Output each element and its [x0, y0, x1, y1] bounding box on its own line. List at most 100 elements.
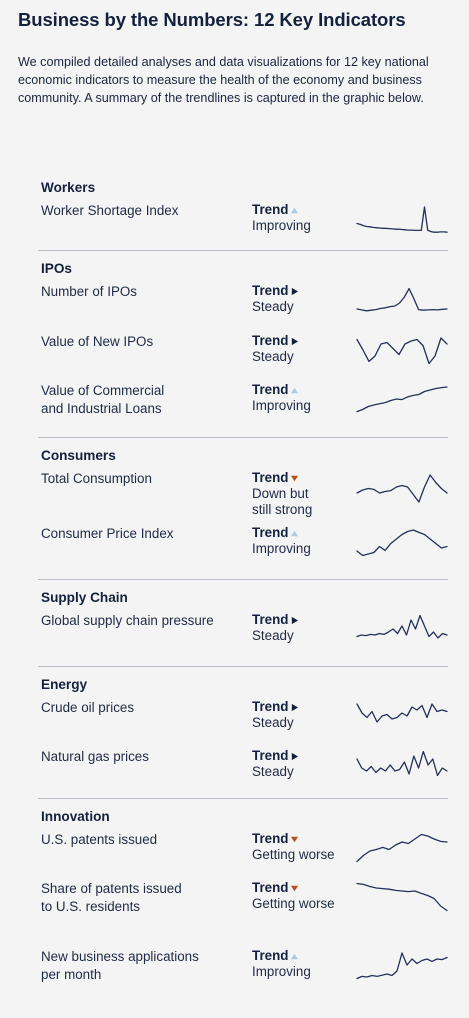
indicator-label: Value of Commercial and Industrial Loans: [41, 383, 165, 416]
trend-block: Trend Improving: [252, 382, 362, 414]
trend-status: Improving: [252, 541, 311, 556]
trend-block: Trend Getting worse: [252, 880, 362, 912]
trend-right-icon: [292, 287, 299, 296]
sparkline-series: [356, 952, 448, 980]
indicator-label: Total Consumption: [41, 471, 152, 486]
trend-right-icon: [292, 752, 299, 761]
trend-right-icon: [292, 337, 299, 346]
indicator-label: Share of patents issued to U.S. resident…: [41, 881, 182, 914]
sparkline: [356, 703, 448, 723]
sparkline: [356, 386, 448, 413]
trend-word: Trend: [252, 880, 289, 895]
indicator-row: Crude oil prices Trend Steady: [38, 699, 448, 748]
trend-word: Trend: [252, 283, 289, 298]
sparkline: [356, 952, 448, 980]
trend-down-icon: [291, 475, 299, 482]
indicator-row: Global supply chain pressure Trend Stead…: [38, 612, 448, 664]
trend-word: Trend: [252, 333, 289, 348]
indicator-label: U.S. patents issued: [41, 832, 158, 847]
section-innovation: Innovation U.S. patents issued Trend Get…: [38, 799, 448, 995]
section-title: Supply Chain: [41, 590, 128, 605]
sparkline-series: [356, 287, 448, 312]
trend-block: Trend Steady: [252, 612, 362, 644]
trend-status: Steady: [252, 299, 294, 314]
trend-up-icon: [291, 530, 299, 537]
trend-up-icon: [291, 387, 299, 394]
indicator-label: Crude oil prices: [41, 700, 135, 715]
trend-word: Trend: [252, 382, 289, 397]
section-title: Consumers: [41, 448, 116, 463]
sparkline: [356, 882, 448, 912]
trend-right-icon: [292, 703, 299, 712]
indicator-row: Value of New IPOs Trend Steady: [38, 333, 448, 382]
trend-block: Trend Improving: [252, 948, 362, 980]
sparkline: [356, 206, 448, 233]
trend-up-icon: [291, 207, 299, 214]
indicator-label: New business applications per month: [41, 949, 199, 982]
sparkline-series: [356, 833, 448, 863]
section-energy: Energy Crude oil prices Trend Steady Nat…: [38, 667, 448, 799]
trend-block: Trend Steady: [252, 333, 362, 365]
indicator-label: Worker Shortage Index: [41, 203, 179, 218]
indicator-row: Consumer Price Index Trend Improving: [38, 525, 448, 570]
trend-block: Trend Steady: [252, 283, 362, 315]
page-title: Business by the Numbers: 12 Key Indicato…: [18, 9, 406, 30]
trend-word: Trend: [252, 748, 289, 763]
indicator-row: Number of IPOs Trend Steady: [38, 283, 448, 333]
trend-block: Trend Improving: [252, 525, 362, 557]
trend-down-icon: [291, 885, 299, 892]
trend-status: Steady: [252, 628, 294, 643]
indicator-label: Natural gas prices: [41, 749, 149, 764]
trend-block: Trend Improving: [252, 202, 362, 234]
trend-block: Trend Steady: [252, 699, 362, 731]
trend-status: Steady: [252, 349, 294, 364]
sparkline-series: [356, 529, 448, 557]
sparkline-series: [356, 614, 448, 639]
section-supply-chain: Supply Chain Global supply chain pressur…: [38, 580, 448, 667]
section-title: Workers: [41, 180, 96, 195]
trend-word: Trend: [252, 470, 289, 485]
trend-word: Trend: [252, 525, 289, 540]
section-title: IPOs: [41, 261, 72, 276]
indicator-row: Worker Shortage Index Trend Improving: [38, 202, 448, 248]
trend-right-icon: [292, 616, 299, 625]
sparkline: [356, 287, 448, 312]
section-workers: Workers Worker Shortage Index Trend Impr…: [38, 170, 448, 251]
indicator-row: Total Consumption Trend Down but still s…: [38, 470, 448, 525]
trend-word: Trend: [252, 699, 289, 714]
trend-status: Improving: [252, 398, 311, 413]
sparkline: [356, 337, 448, 365]
sparkline: [356, 529, 448, 557]
sparkline-series: [356, 750, 448, 777]
trend-status: Improving: [252, 964, 311, 979]
trend-status: Getting worse: [252, 847, 335, 862]
indicator-label: Global supply chain pressure: [41, 613, 214, 628]
trend-word: Trend: [252, 948, 289, 963]
trend-status: Steady: [252, 764, 294, 779]
indicator-label: Consumer Price Index: [41, 526, 174, 541]
indicator-label: Value of New IPOs: [41, 334, 154, 349]
sparkline: [356, 750, 448, 777]
indicator-row: Natural gas prices Trend Steady: [38, 748, 448, 796]
sparkline-series: [356, 206, 448, 233]
trend-block: Trend Down but still strong: [252, 470, 362, 518]
sparkline-series: [356, 474, 448, 503]
sparkline: [356, 833, 448, 863]
sparkline-series: [356, 337, 448, 365]
trend-status: Improving: [252, 218, 311, 233]
indicator-row: Value of Commercial and Industrial Loans…: [38, 382, 448, 437]
indicator-label: Number of IPOs: [41, 284, 137, 299]
trend-word: Trend: [252, 202, 289, 217]
trend-word: Trend: [252, 612, 289, 627]
section-consumers: Consumers Total Consumption Trend Down b…: [38, 438, 448, 580]
sparkline-series: [356, 703, 448, 723]
section-title: Energy: [41, 677, 88, 692]
indicators-panel: Workers Worker Shortage Index Trend Impr…: [38, 170, 448, 995]
trend-status: Down but still strong: [252, 486, 313, 517]
indicator-row: Share of patents issued to U.S. resident…: [38, 880, 448, 948]
trend-status: Getting worse: [252, 896, 335, 911]
section-ipos: IPOs Number of IPOs Trend Steady Value o…: [38, 251, 448, 438]
sparkline: [356, 614, 448, 639]
trend-block: Trend Steady: [252, 748, 362, 780]
